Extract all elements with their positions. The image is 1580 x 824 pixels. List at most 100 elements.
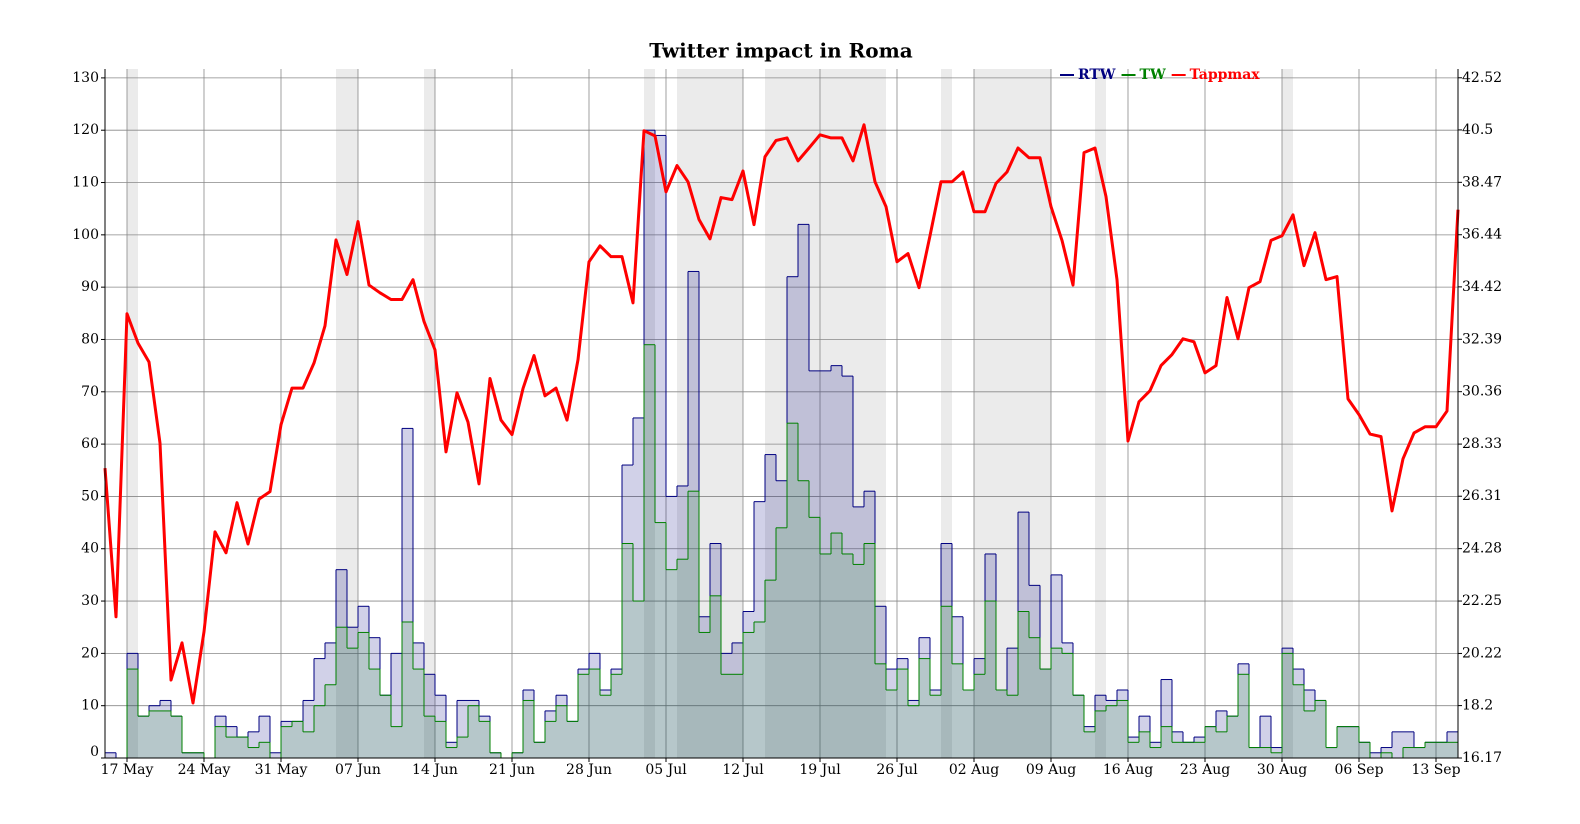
step-fill — [1447, 742, 1458, 758]
step-fill — [611, 674, 622, 758]
step-fill — [1106, 700, 1117, 758]
step-fill — [655, 522, 666, 758]
x-tick-label: 31 May — [255, 762, 308, 778]
y-tick-label: 50 — [81, 488, 99, 504]
y-tick-label: 80 — [81, 331, 99, 347]
step-fill — [1436, 742, 1447, 758]
step-fill — [732, 642, 743, 758]
shaded-span — [941, 69, 952, 758]
step-fill — [677, 485, 688, 758]
shaded-span — [1095, 69, 1106, 758]
step-fill — [589, 669, 600, 758]
step-fill — [1414, 747, 1425, 758]
step-fill — [556, 695, 567, 758]
y2-tick-label: 24.28 — [1462, 541, 1502, 557]
y-tick-label: 130 — [72, 70, 99, 86]
step-fill — [1216, 710, 1227, 758]
step-fill — [1282, 648, 1293, 758]
step-fill — [1150, 742, 1161, 758]
shaded-span — [1282, 69, 1293, 758]
step-fill — [919, 637, 930, 758]
step-fill — [446, 742, 457, 758]
step-fill — [1128, 737, 1139, 758]
step-fill — [1304, 710, 1315, 758]
step-fill — [1249, 747, 1260, 758]
step-fill — [1117, 700, 1128, 758]
step-fill — [336, 569, 347, 758]
step-fill — [215, 716, 226, 758]
step-fill — [468, 700, 479, 758]
x-tick-label: 05 Jul — [645, 762, 687, 778]
step-fill — [1282, 653, 1293, 758]
x-tick-label: 23 Aug — [1180, 762, 1230, 778]
x-tick-label: 21 Jun — [489, 762, 535, 778]
step-fill — [215, 726, 226, 758]
step-fill — [1172, 742, 1183, 758]
legend-label: Tappmax — [1190, 67, 1261, 83]
y-tick-label: 90 — [81, 279, 99, 295]
shaded-span — [765, 69, 886, 758]
step-fill — [292, 721, 303, 758]
step-fill — [1062, 653, 1073, 758]
step-fill — [842, 376, 853, 758]
step-fill — [259, 716, 270, 758]
step-fill — [1007, 648, 1018, 758]
step-series — [104, 129, 1458, 759]
step-fill — [105, 752, 116, 758]
step-fill — [226, 726, 237, 758]
step-fill — [303, 700, 314, 758]
step-fill — [1194, 742, 1205, 758]
step-fill — [358, 606, 369, 758]
y-tick-label: 60 — [81, 436, 99, 452]
step-fill — [1337, 726, 1348, 758]
step-fill — [721, 653, 732, 758]
step-fill — [699, 632, 710, 758]
x-tick-label: 06 Sep — [1334, 762, 1383, 778]
step-fill — [710, 543, 721, 758]
step-fill — [127, 653, 138, 758]
step-fill — [875, 663, 886, 758]
y2-tick-label: 20.22 — [1462, 645, 1502, 661]
step-fill — [666, 569, 677, 758]
step-fill — [765, 580, 776, 758]
step-fill — [369, 637, 380, 758]
y-tick-label: 100 — [72, 227, 99, 243]
x-tick-label: 12 Jul — [722, 762, 764, 778]
step-fill — [380, 695, 391, 758]
y2-tick-label: 22.25 — [1462, 593, 1502, 609]
step-fill — [600, 689, 611, 758]
step-fill — [842, 553, 853, 758]
step-fill — [193, 752, 204, 758]
step-fill — [1359, 742, 1370, 758]
step-fill — [1172, 731, 1183, 758]
step-fill — [138, 716, 149, 758]
y2-tick-label: 36.44 — [1462, 227, 1502, 243]
y2-tick-label: 42.52 — [1462, 70, 1502, 86]
step-fill — [776, 480, 787, 758]
step-fill — [413, 642, 424, 758]
step-fill — [1403, 747, 1414, 758]
step-fill — [1293, 669, 1304, 758]
step-fill — [1370, 752, 1381, 758]
step-fill — [1436, 742, 1447, 758]
step-fill — [930, 689, 941, 758]
step-fill — [182, 752, 193, 758]
step-fill — [534, 742, 545, 758]
y2-tick-label: 28.33 — [1462, 436, 1502, 452]
step-fill — [644, 130, 655, 758]
step-fill — [732, 674, 743, 758]
step-fill — [369, 669, 380, 758]
step-fill — [490, 752, 501, 758]
step-fill — [699, 616, 710, 758]
step-fill — [754, 501, 765, 758]
step-fill — [1139, 731, 1150, 758]
step-fill — [347, 648, 358, 758]
step-fill — [765, 454, 776, 758]
x-tick-label: 30 Aug — [1257, 762, 1307, 778]
step-fill — [270, 752, 281, 758]
step-fill — [941, 543, 952, 758]
step-fill — [787, 423, 798, 758]
step-fill — [875, 606, 886, 758]
step-fill — [1315, 700, 1326, 758]
